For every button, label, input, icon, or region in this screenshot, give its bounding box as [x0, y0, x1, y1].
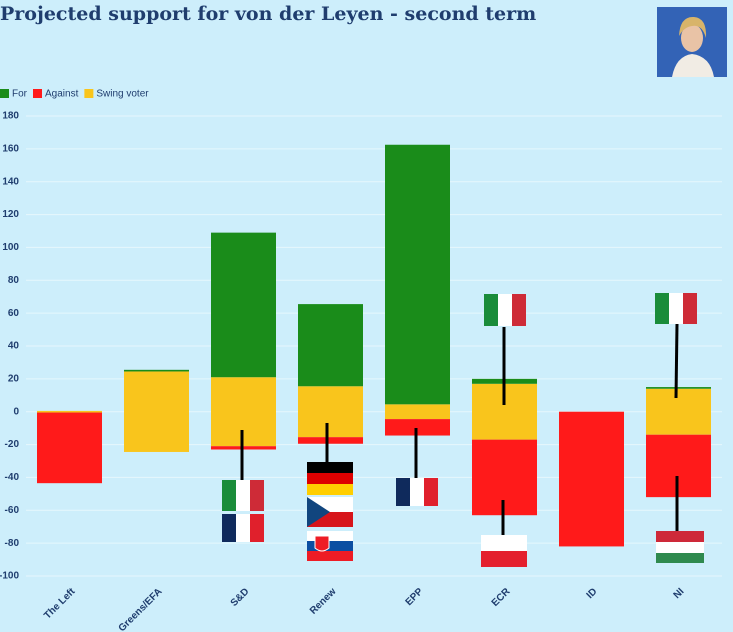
y-tick-label: -20 [5, 439, 20, 450]
bar-segment [385, 144, 450, 405]
bar-segment [385, 404, 450, 420]
y-tick-label: 100 [2, 242, 19, 253]
y-tick-label: 120 [2, 209, 19, 220]
y-tick-label: -60 [5, 505, 20, 516]
x-tick-label: EPP [404, 586, 426, 608]
bar-segment [559, 411, 624, 547]
y-tick-label: 20 [8, 373, 20, 384]
y-tick-label: 0 [13, 406, 19, 417]
legend-swatch [33, 89, 42, 98]
bar-segment [37, 412, 102, 484]
x-tick-label: The Left [42, 586, 78, 622]
x-tick-label: Renew [308, 586, 339, 617]
x-tick-label: Greens/EFA [117, 586, 165, 632]
legend-label: Swing voter [96, 89, 149, 100]
plot-area: -100 -80 -60 -40 -20 0 20 40 60 80 100 120 140 160 180… [0, 111, 722, 632]
legend-swatch [0, 89, 9, 98]
bar-segment [646, 388, 711, 435]
bar-segment [298, 386, 363, 438]
x-tick-label: ID [585, 586, 600, 601]
x-tick-label: ECR [490, 586, 513, 609]
y-tick-label: -40 [5, 472, 20, 483]
bar-segment [298, 304, 363, 387]
x-tick-label: S&D [229, 586, 252, 609]
bar-segment [37, 410, 102, 413]
legend-swatch [84, 89, 94, 98]
chart-title: Projected support for von der Leyen - se… [0, 3, 536, 25]
bar-segment [124, 369, 189, 372]
legend-label: For [12, 89, 28, 100]
y-tick-label: 80 [8, 275, 20, 286]
y-tick-label: 160 [2, 143, 19, 154]
bar-segment [646, 387, 711, 389]
legend-label: Against [45, 89, 79, 100]
x-tick-label: NI [672, 586, 687, 601]
y-tick-label: 140 [2, 176, 19, 187]
y-tick-label: 60 [8, 308, 20, 319]
y-tick-label: 180 [2, 111, 19, 122]
y-tick-label: -100 [0, 571, 19, 582]
bar-segment [124, 371, 189, 452]
flags [222, 293, 704, 567]
bar-segment [211, 232, 276, 378]
portrait [657, 7, 727, 77]
legend: For Against Swing voter [0, 89, 149, 100]
bar-segment [385, 419, 450, 436]
y-tick-label: 40 [8, 341, 20, 352]
bar-segment [298, 437, 363, 444]
y-tick-label: -80 [5, 538, 20, 549]
